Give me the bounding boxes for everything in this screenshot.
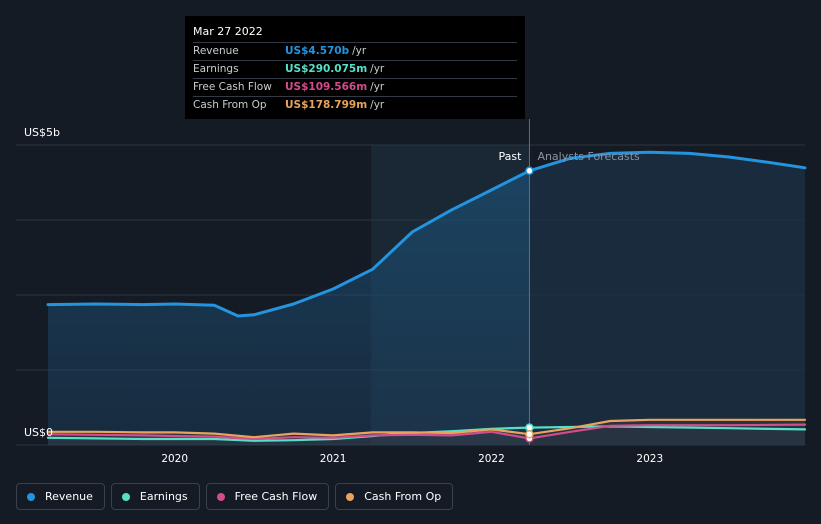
legend-item-revenue[interactable]: Revenue — [16, 483, 105, 510]
x-tick-label-2020: 2020 — [161, 453, 188, 465]
x-tick-label-2023: 2023 — [636, 453, 663, 465]
chart-legend: Revenue Earnings Free Cash Flow Cash Fro… — [16, 483, 454, 510]
legend-dot-icon — [121, 492, 130, 501]
tooltip-unit: /yr — [370, 63, 385, 75]
legend-dot-icon — [216, 492, 225, 501]
revenue-area-forecast — [529, 152, 805, 445]
tooltip-value: US$4.570b — [285, 45, 350, 57]
tooltip-unit: /yr — [370, 99, 385, 111]
tooltip-value: US$290.075m — [285, 63, 368, 75]
tooltip-unit: /yr — [370, 81, 385, 93]
tooltip-label: Free Cash Flow — [193, 81, 272, 93]
legend-item-free-cash-flow[interactable]: Free Cash Flow — [205, 483, 330, 510]
series-line-revenue — [46, 150, 807, 318]
series-line-cash-from-op — [46, 418, 807, 439]
legend-item-cash-from-op[interactable]: Cash From Op — [335, 483, 454, 510]
legend-label: Earnings — [139, 490, 188, 503]
legend-dot-icon — [346, 492, 355, 501]
x-tick-label-2021: 2021 — [320, 453, 347, 465]
tooltip-unit: /yr — [352, 45, 367, 57]
legend-item-earnings[interactable]: Earnings — [110, 483, 200, 510]
legend-label: Free Cash Flow — [234, 490, 318, 503]
hover-marker-revenue — [525, 166, 534, 176]
tooltip-row-free-cash-flow: Free Cash Flow US$109.566m /yr — [193, 78, 517, 96]
hover-tooltip: Mar 27 2022 Revenue US$4.570b /yr Earnin… — [185, 16, 525, 119]
legend-label: Revenue — [45, 490, 93, 503]
y-axis-min-label: US$0 — [24, 426, 53, 439]
x-tick-label-2022: 2022 — [478, 453, 505, 465]
y-axis-max-label: US$5b — [24, 126, 60, 139]
revenue-area-past — [48, 170, 530, 446]
tooltip-row-cash-from-op: Cash From Op US$178.799m /yr — [193, 96, 517, 114]
tooltip-label: Revenue — [193, 45, 239, 57]
tooltip-value: US$109.566m — [285, 81, 368, 93]
legend-label: Cash From Op — [364, 490, 442, 503]
tooltip-row-earnings: Earnings US$290.075m /yr — [193, 60, 517, 78]
tooltip-row-revenue: Revenue US$4.570b /yr — [193, 42, 517, 60]
forecast-label: Analysts Forecasts — [537, 150, 640, 163]
tooltip-label: Earnings — [193, 63, 239, 75]
tooltip-label: Cash From Op — [193, 99, 267, 111]
legend-dot-icon — [27, 492, 35, 501]
past-label: Past — [499, 150, 523, 163]
hover-marker-cash-from-op — [525, 429, 534, 439]
tooltip-date: Mar 27 2022 — [193, 25, 263, 38]
tooltip-value: US$178.799m — [285, 99, 368, 111]
series-line-free-cash-flow — [46, 423, 807, 441]
